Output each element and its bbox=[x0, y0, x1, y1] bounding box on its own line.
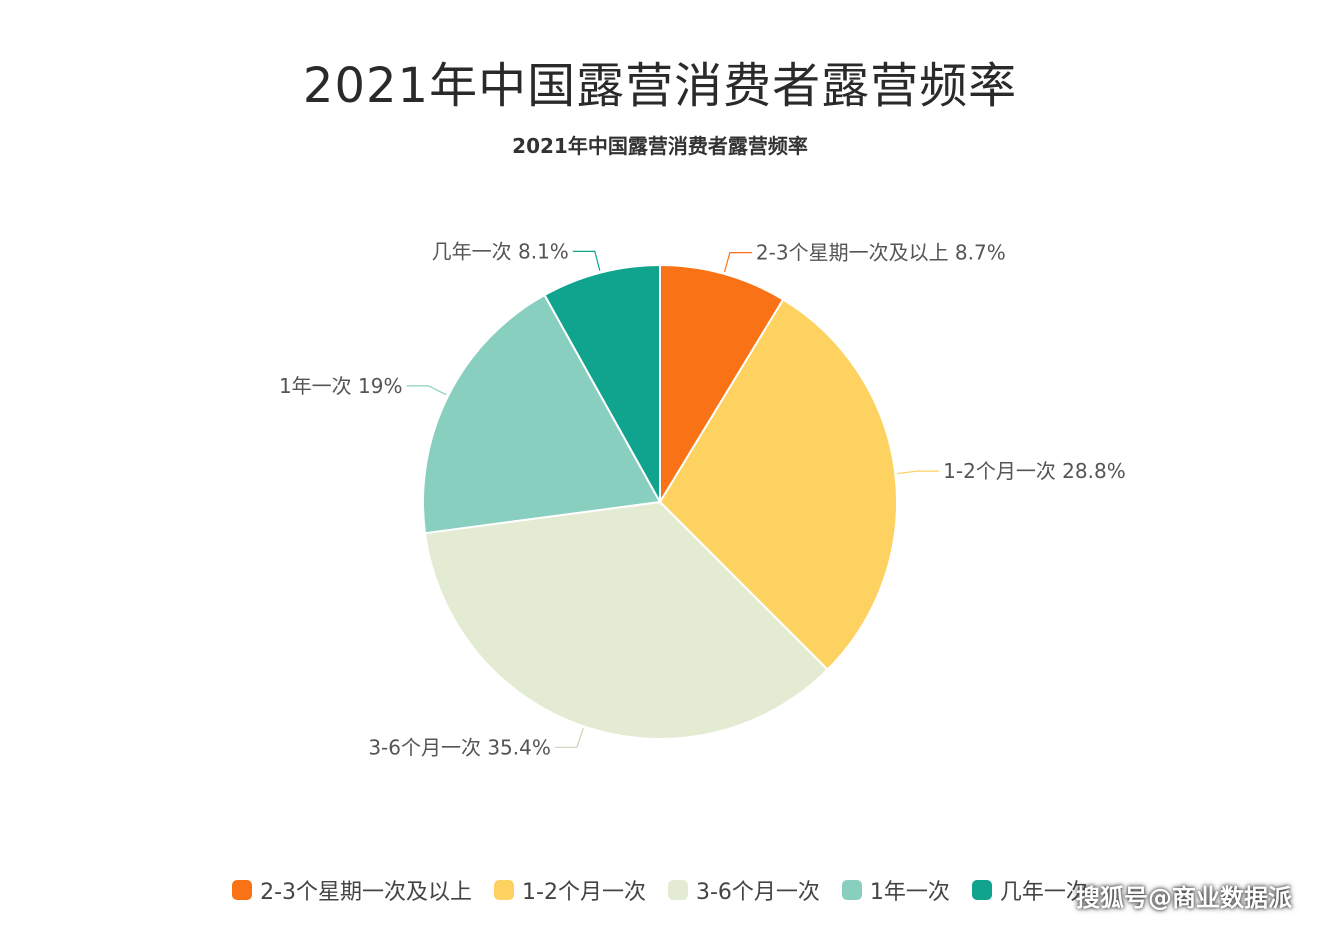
legend-label: 几年一次 bbox=[999, 880, 1088, 905]
chart-title: 2021年中国露营消费者露营频率 bbox=[512, 134, 808, 158]
pie-slice-3 bbox=[422, 293, 662, 535]
pie-leader-0 bbox=[723, 252, 752, 273]
pie-label-1: 1-2个月一次 28.8% bbox=[943, 459, 1126, 483]
legend-item-1[interactable]: 1-2个月一次 bbox=[494, 874, 646, 906]
pie-label-4: 几年一次 8.1% bbox=[432, 239, 569, 263]
legend-item-0[interactable]: 2-3个星期一次及以上 bbox=[232, 874, 472, 906]
legend-swatch bbox=[841, 880, 862, 900]
pie-leader-3 bbox=[406, 385, 447, 396]
chart-legend: 2-3个星期一次及以上 1-2个月一次 3-6个月一次 1年一次 几年一次 bbox=[0, 874, 1320, 906]
pie-leader-1 bbox=[897, 470, 940, 475]
pie-label-3: 1年一次 19% bbox=[279, 374, 403, 398]
legend-item-3[interactable]: 1年一次 bbox=[841, 874, 950, 906]
legend-item-4[interactable]: 几年一次 bbox=[971, 874, 1088, 906]
pie-leader-4 bbox=[572, 250, 601, 271]
pie-slice-4 bbox=[543, 263, 661, 506]
legend-label: 3-6个月一次 bbox=[695, 880, 820, 905]
legend-swatch bbox=[667, 880, 688, 900]
legend-swatch bbox=[494, 880, 515, 900]
pie-slice-0 bbox=[659, 263, 785, 506]
legend-label: 2-3个星期一次及以上 bbox=[260, 880, 473, 905]
legend-item-2[interactable]: 3-6个月一次 bbox=[667, 874, 820, 906]
legend-swatch bbox=[971, 880, 992, 900]
watermark: 搜狐号@商业数据派 bbox=[1076, 884, 1292, 912]
pie-label-0: 2-3个星期一次及以上 8.7% bbox=[756, 241, 1006, 265]
legend-swatch bbox=[232, 880, 253, 900]
pie-slice-1 bbox=[658, 298, 898, 671]
legend-label: 1年一次 bbox=[869, 880, 950, 905]
legend-label: 1-2个月一次 bbox=[522, 880, 646, 905]
pie-leader-2 bbox=[554, 728, 584, 748]
pie-slice-2 bbox=[423, 500, 829, 740]
main-title: 2021年中国露营消费者露营频率 bbox=[302, 58, 1018, 114]
pie-label-2: 3-6个月一次 35.4% bbox=[368, 735, 551, 759]
